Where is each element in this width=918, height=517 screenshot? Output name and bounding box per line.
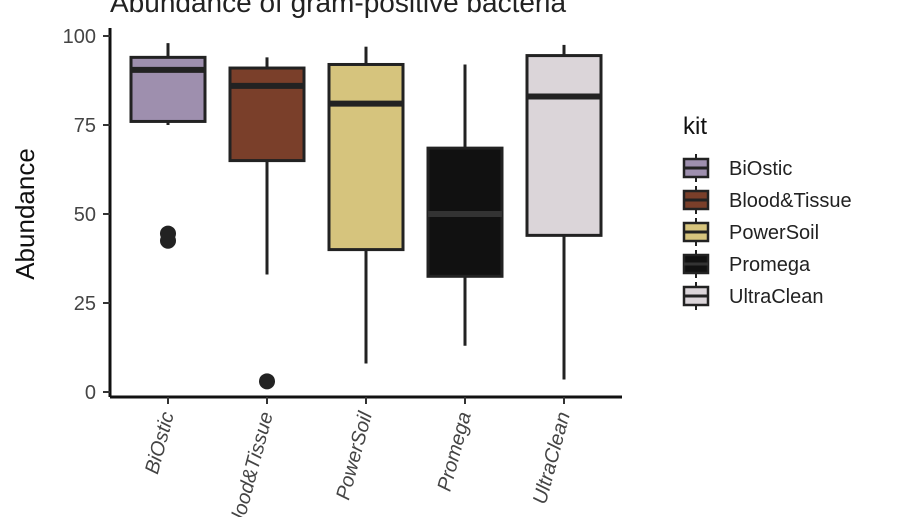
- x-tick-label: UltraClean: [529, 410, 575, 507]
- x-tick-label: Promega: [434, 410, 476, 494]
- legend-label: Promega: [729, 254, 811, 276]
- box-iqr: [327, 62, 405, 252]
- box-iqr: [525, 54, 603, 237]
- legend-label: PowerSoil: [729, 222, 819, 244]
- plot-area: 0 25 50 75 100 BiOstic Blood&Tissue PowerSoil Pr…: [63, 26, 622, 517]
- y-tick-label: 50: [74, 204, 96, 226]
- legend-entry: Promega: [682, 250, 811, 278]
- legend-entry: Blood&Tissue: [682, 186, 852, 214]
- box-group: [327, 46, 405, 364]
- legend-entry: UltraClean: [682, 282, 823, 310]
- outlier-point: [259, 373, 275, 390]
- y-tick-label: 25: [74, 293, 96, 315]
- y-axis-label: Abundance: [10, 148, 40, 280]
- legend-label: Blood&Tissue: [729, 190, 852, 212]
- box-group: [426, 64, 504, 346]
- box-group: [525, 44, 603, 380]
- legend: kit BiOstic Blood&Tissue PowerSoil Promega U…: [682, 113, 852, 310]
- x-tick-label: Blood&Tissue: [225, 410, 278, 517]
- y-tick-label: 0: [85, 382, 96, 404]
- legend-entry: BiOstic: [682, 154, 792, 182]
- legend-entry: PowerSoil: [682, 218, 819, 246]
- x-tick-label: PowerSoil: [332, 409, 377, 502]
- legend-label: BiOstic: [729, 158, 792, 180]
- legend-title: kit: [683, 113, 707, 140]
- x-tick-label: BiOstic: [141, 410, 179, 477]
- y-tick-label: 100: [63, 26, 96, 48]
- outlier-point: [160, 225, 176, 242]
- box-group: [228, 57, 306, 390]
- box-iqr: [228, 66, 306, 163]
- y-tick-label: 75: [74, 115, 96, 137]
- chart-title: Abundance of gram-positive bacteria: [110, 0, 566, 18]
- legend-label: UltraClean: [729, 286, 823, 308]
- box-group: [129, 43, 207, 249]
